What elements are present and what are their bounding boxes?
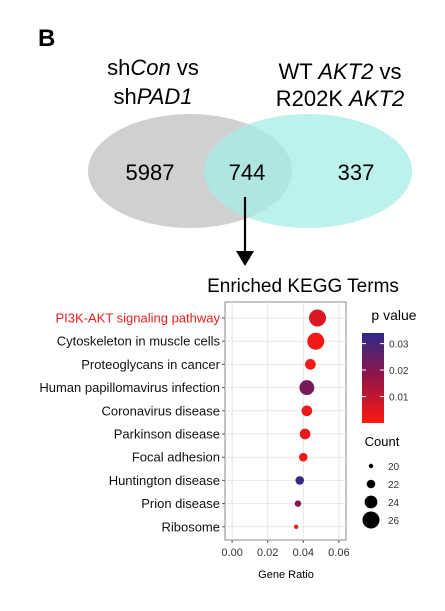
term-point	[309, 309, 327, 327]
color-tick-label: 0.02	[389, 366, 409, 377]
term-label: Coronavirus disease	[101, 403, 220, 418]
x-tick-label: 0.00	[221, 547, 242, 559]
plot-panel	[224, 301, 347, 541]
color-tick-label: 0.01	[389, 393, 409, 404]
venn-left-label-line2: shPAD1	[113, 84, 192, 109]
term-label: Cytoskeleton in muscle cells	[57, 334, 221, 349]
dot-plot: PI3K-AKT signaling pathway Cytoskeleton i…	[39, 301, 350, 559]
venn-right-only-count: 337	[338, 160, 375, 185]
data-points	[293, 309, 327, 529]
term-point	[305, 359, 316, 370]
term-label: Huntington disease	[109, 473, 220, 488]
color-legend-title: p value	[371, 307, 416, 323]
x-tick-label: 0.04	[293, 547, 314, 559]
panel-label: B	[38, 25, 55, 52]
size-legend-dot	[362, 511, 380, 529]
term-label: Proteoglycans in cancer	[81, 357, 220, 372]
y-tick-labels: PI3K-AKT signaling pathway Cytoskeleton i…	[39, 311, 225, 534]
term-point	[307, 332, 325, 350]
term-point	[295, 476, 305, 485]
x-tick-label: 0.02	[257, 547, 278, 559]
chart-title: Enriched KEGG Terms	[207, 276, 399, 297]
color-legend-bar	[362, 333, 384, 423]
size-legend-title: Count	[365, 434, 400, 449]
venn-right-label-line2: R202K AKT2	[276, 86, 404, 111]
term-point	[294, 500, 302, 507]
size-legend: 20 22 24 26	[362, 462, 400, 529]
venn-left-label-line1: shCon vs	[107, 55, 199, 80]
size-legend-dot	[364, 495, 378, 509]
venn-right-set	[204, 114, 412, 228]
term-label: Ribosome	[161, 519, 220, 534]
size-legend-label: 26	[388, 516, 400, 527]
term-label: Human papillomavirus infection	[39, 380, 220, 395]
x-axis-label: Gene Ratio	[258, 569, 314, 581]
term-label: Prion disease	[141, 496, 220, 511]
term-point	[293, 524, 299, 529]
term-point	[299, 428, 311, 440]
x-tick-label: 0.06	[328, 547, 349, 559]
color-tick-label: 0.03	[389, 340, 409, 351]
term-point	[298, 452, 308, 462]
size-legend-label: 24	[388, 498, 400, 509]
term-label: Focal adhesion	[132, 450, 220, 465]
size-legend-label: 22	[388, 480, 400, 491]
color-legend-ticks: 0.03 0.02 0.01	[362, 340, 409, 404]
venn-overlap-count: 744	[229, 160, 266, 185]
venn-right-label-line1: WT AKT2 vs	[278, 59, 401, 84]
term-label: Parkinson disease	[114, 427, 220, 442]
arrow-head	[236, 251, 254, 266]
y-grid	[225, 317, 346, 528]
size-legend-dot	[366, 479, 376, 489]
x-axis-ticks: 0.00 0.02 0.04 0.06	[221, 540, 350, 559]
term-point	[299, 380, 315, 396]
term-label: PI3K-AKT signaling pathway	[55, 311, 220, 326]
venn-left-only-count: 5987	[126, 160, 175, 185]
size-legend-label: 20	[388, 462, 400, 473]
term-point	[301, 405, 313, 417]
size-legend-dot	[368, 463, 374, 469]
